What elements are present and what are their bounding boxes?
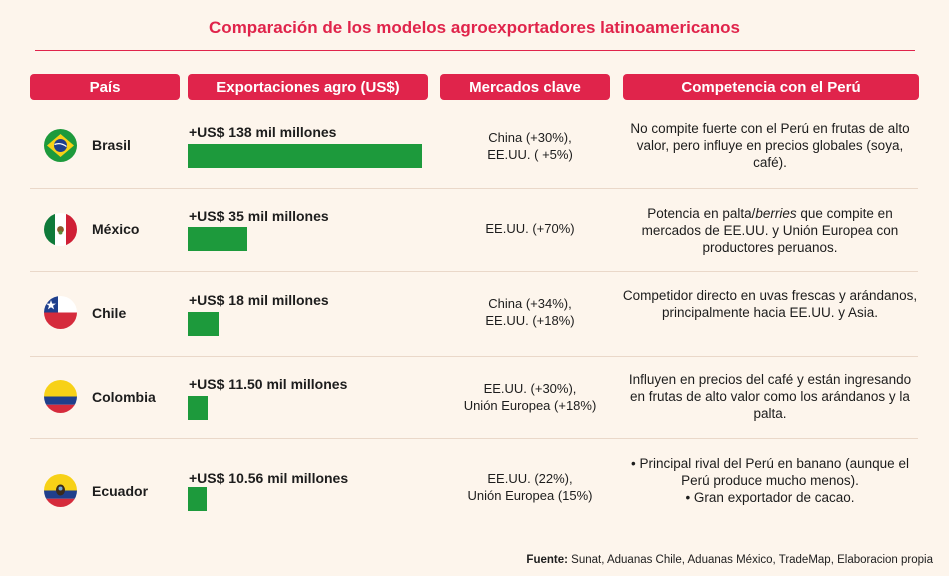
source-text: Sunat, Aduanas Chile, Aduanas México, Tr… [567, 554, 933, 566]
market-line: EE.UU. (22%), [487, 471, 573, 486]
country-name: Ecuador [92, 483, 149, 499]
markets: EE.UU. (+30%), Unión Europea (+18%) [440, 380, 620, 414]
export-bar [188, 144, 422, 168]
competition-text: • Principal rival del Perú en banano (au… [622, 455, 918, 506]
competition-bullet: • Gran exportador de cacao. [685, 490, 855, 505]
markets: EE.UU. (+70%) [440, 220, 620, 237]
competition-paragraph: Influyen en precios del café y están ing… [628, 372, 912, 421]
source-label: Fuente: [526, 554, 568, 566]
country-name: Colombia [92, 389, 156, 405]
source-note: Fuente: Sunat, Aduanas Chile, Aduanas Mé… [526, 554, 933, 566]
export-amount: +US$ 11.50 mil millones [189, 376, 348, 392]
market-line: EE.UU. (+18%) [485, 313, 575, 328]
market-line: China (+30%), [488, 130, 572, 145]
markets: China (+34%), EE.UU. (+18%) [440, 295, 620, 329]
export-amount: +US$ 35 mil millones [189, 208, 329, 224]
market-line: EE.UU. ( +5%) [487, 147, 573, 162]
country-name: Brasil [92, 137, 131, 153]
export-amount: +US$ 138 mil millones [189, 124, 337, 140]
chart-title: Comparación de los modelos agroexportado… [209, 18, 740, 37]
header-pais: País [30, 74, 180, 100]
export-bar [188, 487, 207, 511]
brazil-flag-icon [44, 129, 77, 162]
competition-post: que compite en mercados de EE.UU. y Unió… [641, 206, 899, 255]
table-row: México +US$ 35 mil millones EE.UU. (+70%… [30, 189, 918, 272]
market-line: Unión Europea (+18%) [463, 398, 597, 413]
table-row: Chile +US$ 18 mil millones China (+34%),… [30, 272, 918, 357]
markets: China (+30%), EE.UU. ( +5%) [440, 129, 620, 163]
table-row: Brasil +US$ 138 mil millones China (+30%… [30, 104, 918, 189]
markets: EE.UU. (22%), Unión Europea (15%) [440, 470, 620, 504]
competition-emphasis: berries [755, 206, 797, 221]
market-line: Unión Europea (15%) [467, 488, 593, 503]
export-bar [188, 396, 208, 420]
competition-pre: Potencia en palta/ [647, 206, 756, 221]
chile-flag-icon [44, 296, 77, 329]
table-row: Colombia +US$ 11.50 mil millones EE.UU. … [30, 357, 918, 439]
competition-bullet: • Principal rival del Perú en banano (au… [631, 456, 909, 488]
title-divider [35, 50, 915, 51]
market-line: EE.UU. (+70%) [485, 221, 575, 236]
competition-text: Competidor directo en uvas frescas y ará… [622, 287, 918, 321]
header-competencia: Competencia con el Perú [623, 74, 919, 100]
export-amount: +US$ 18 mil millones [189, 292, 329, 308]
export-amount: +US$ 10.56 mil millones [189, 470, 349, 486]
export-bar [188, 227, 248, 251]
colombia-flag-icon [44, 380, 77, 413]
competition-text: Influyen en precios del café y están ing… [622, 371, 918, 422]
country-name: México [92, 221, 140, 237]
header-mercados: Mercados clave [440, 74, 610, 100]
mexico-flag-icon [44, 213, 77, 246]
table-row: Ecuador +US$ 10.56 mil millones EE.UU. (… [30, 439, 918, 539]
export-bar [188, 312, 219, 336]
market-line: EE.UU. (+30%), [483, 381, 577, 396]
market-line: China (+34%), [488, 296, 572, 311]
competition-paragraph: Potencia en palta/berries que compite en… [622, 205, 918, 256]
country-name: Chile [92, 305, 127, 321]
competition-text: Potencia en palta/berries que compite en… [622, 205, 918, 256]
ecuador-flag-icon [44, 474, 77, 507]
competition-text: No compite fuerte con el Perú en frutas … [622, 120, 918, 171]
header-exportaciones: Exportaciones agro (US$) [188, 74, 428, 100]
competition-paragraph: No compite fuerte con el Perú en frutas … [630, 121, 910, 170]
competition-paragraph: Competidor directo en uvas frescas y ará… [622, 288, 918, 320]
